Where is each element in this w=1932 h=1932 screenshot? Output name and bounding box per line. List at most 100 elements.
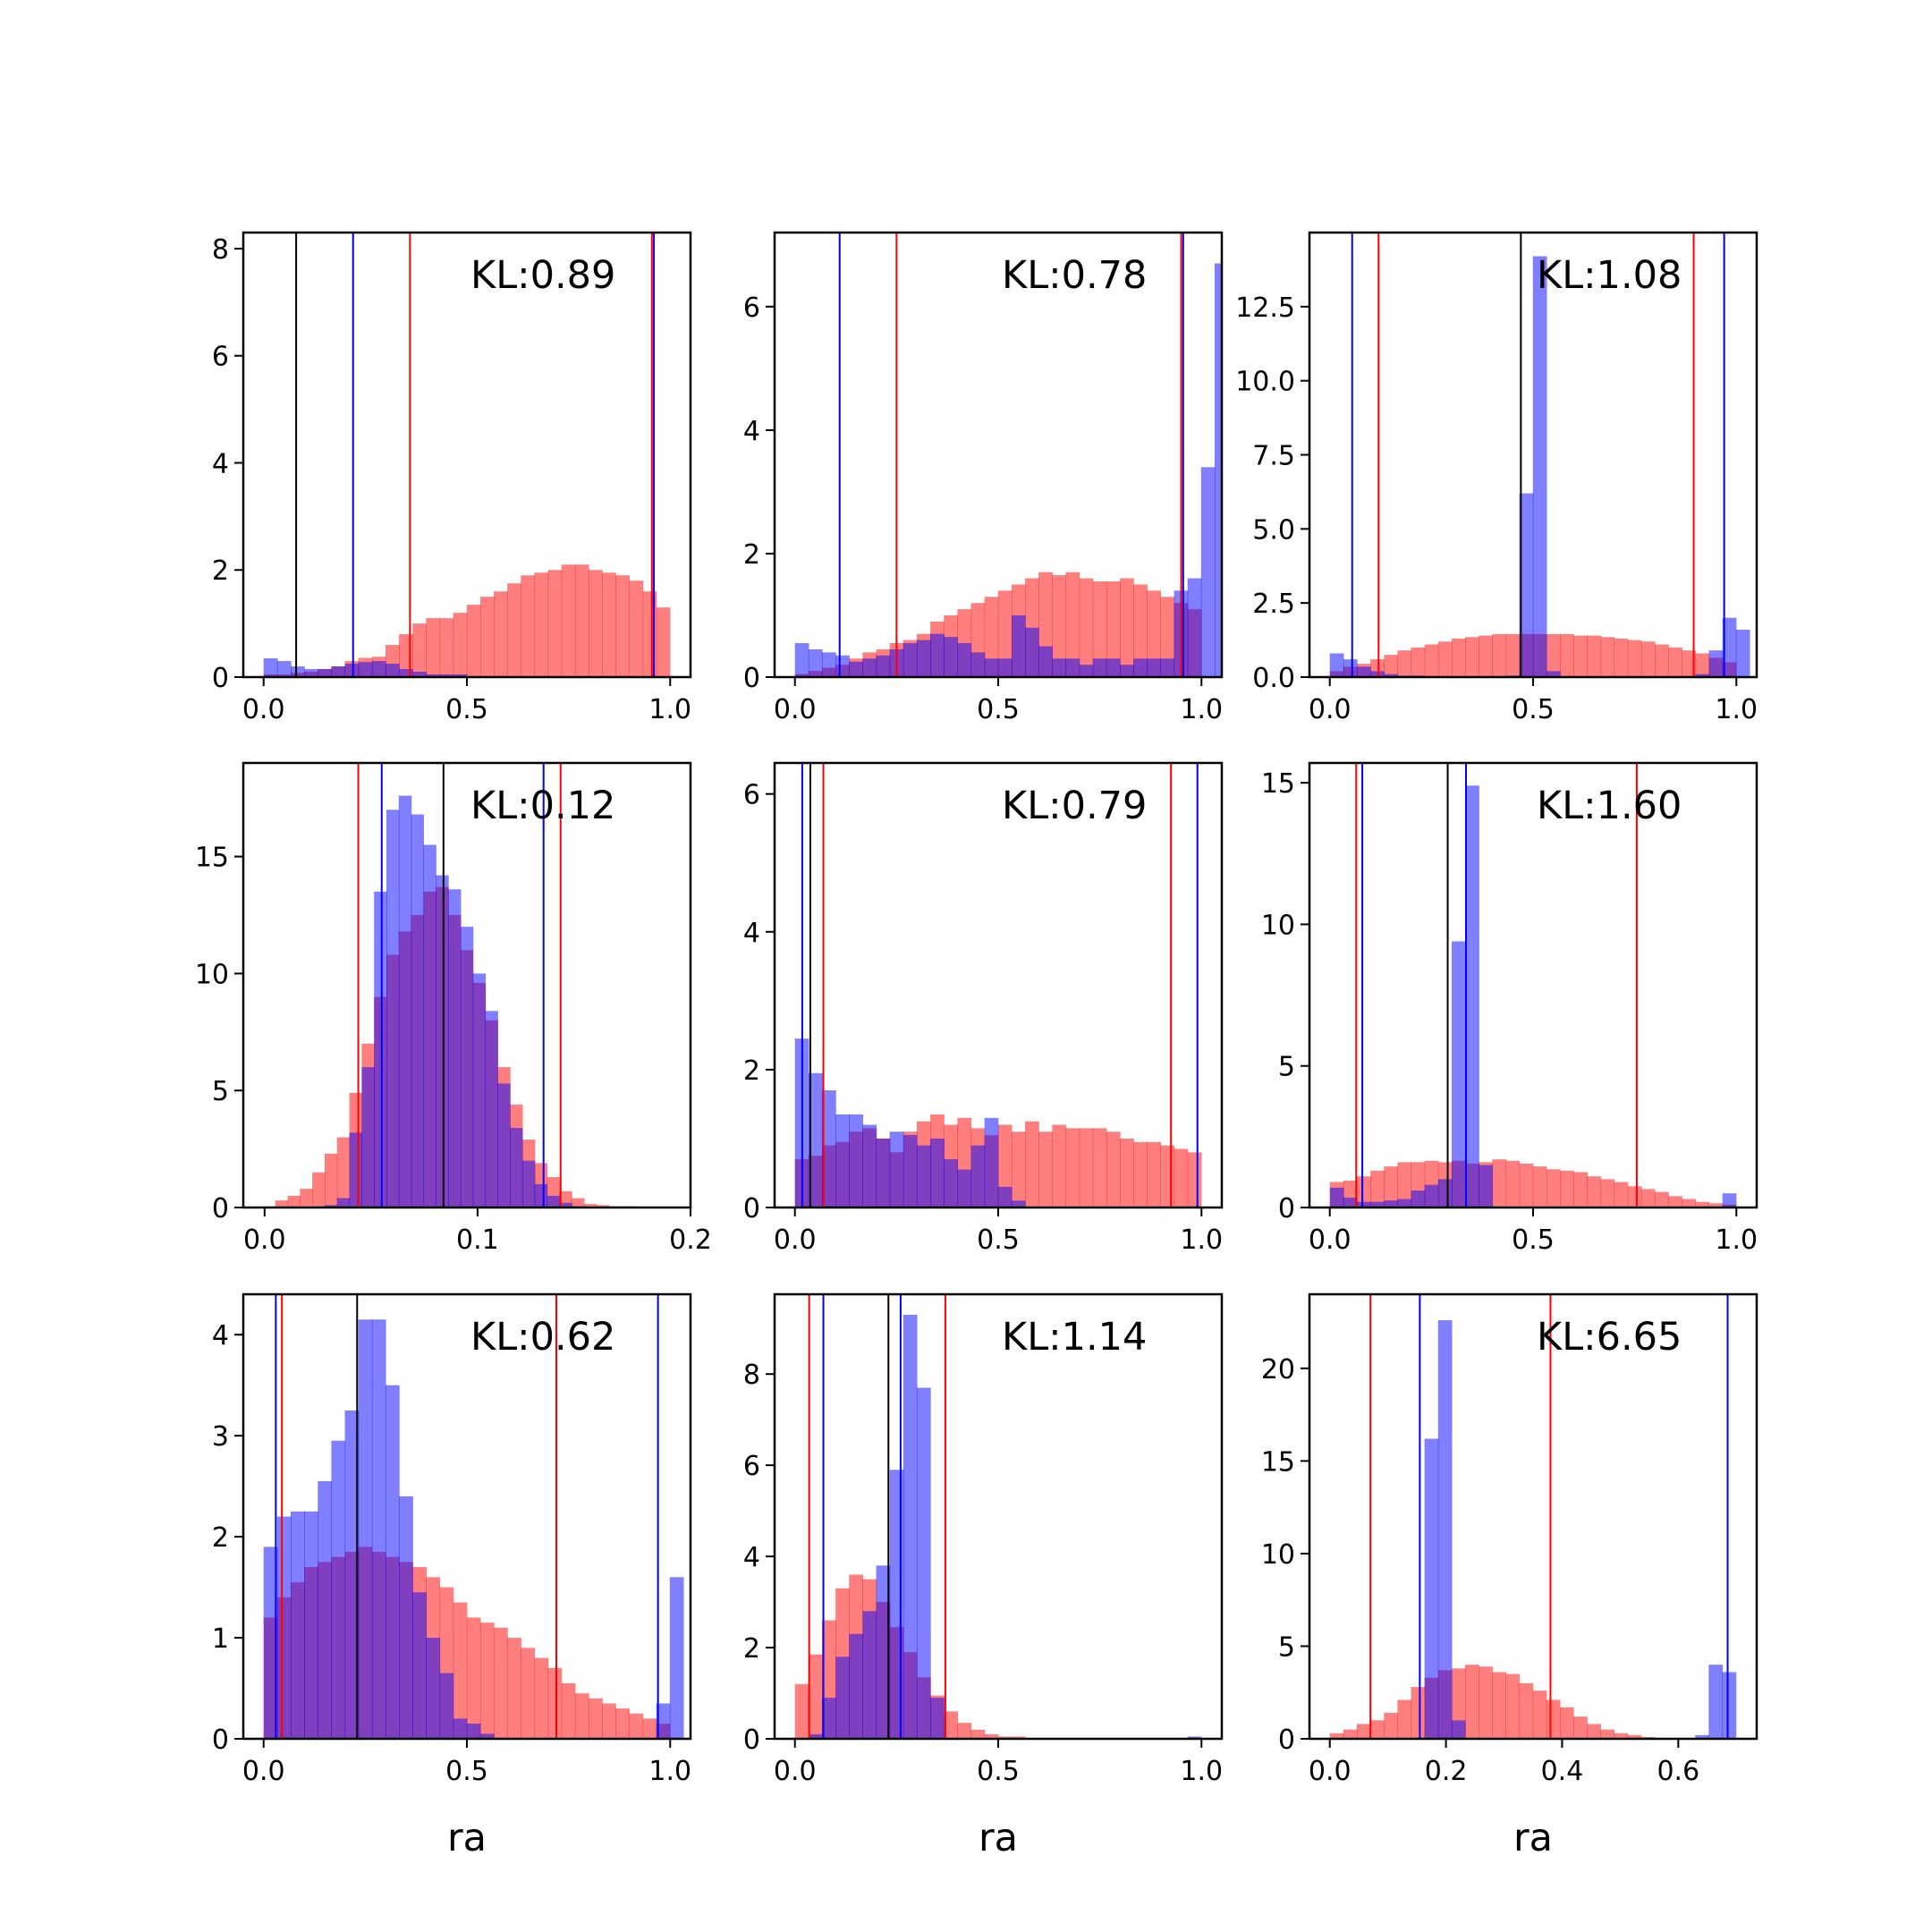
y-tick-label: 10.0: [1235, 367, 1295, 398]
y-tick-label: 5: [1278, 1631, 1295, 1663]
x-tick-label: 0.0: [242, 694, 285, 725]
y-tick-label: 6: [743, 780, 760, 811]
blue-histogram-bar: [371, 661, 386, 677]
blue-histogram-bar: [1722, 1672, 1737, 1739]
plot-area: [1329, 763, 1737, 1208]
y-tick-label: 2: [743, 1633, 760, 1665]
red-histogram-bar: [324, 1153, 338, 1208]
blue-histogram-bar: [1025, 627, 1039, 677]
red-histogram-bar: [1106, 581, 1121, 677]
blue-histogram-bar: [439, 674, 454, 677]
x-tick-label: 0.0: [774, 1756, 817, 1787]
kl-divergence-label: KL:0.62: [470, 1315, 615, 1360]
blue-histogram-bar: [1133, 658, 1148, 677]
blue-histogram-bar: [1011, 614, 1026, 677]
blue-histogram-bar: [822, 652, 836, 677]
blue-histogram-bar: [436, 875, 449, 1208]
x-tick-label: 0.5: [445, 1756, 488, 1787]
subplot-3: 0.0 0.5 1.0 0.0 2.5 5.0 7.5 10.0 12.5 KL:1.08: [1235, 231, 1758, 725]
blue-histogram-bar: [957, 643, 972, 677]
red-histogram-bar: [970, 1729, 986, 1739]
red-histogram-bar: [1384, 1713, 1398, 1739]
blue-histogram-bar: [822, 1698, 836, 1739]
red-histogram-bar: [521, 575, 536, 677]
red-histogram-bar: [1682, 1199, 1697, 1208]
x-tick-label: 0.5: [1512, 1224, 1555, 1256]
red-histogram-bar: [1079, 578, 1094, 677]
blue-histogram-bar: [997, 658, 1013, 677]
blue-histogram-bar: [1735, 629, 1750, 677]
red-histogram-bar: [1682, 650, 1697, 677]
x-tick-label: 0.0: [774, 694, 817, 725]
red-histogram-bar: [1600, 1729, 1615, 1739]
blue-histogram-bar: [930, 1698, 945, 1739]
red-histogram-bar: [615, 575, 631, 677]
blue-histogram-bar: [889, 1470, 904, 1739]
x-tick-label: 0.0: [242, 1756, 285, 1787]
blue-histogram-bar: [1160, 658, 1175, 677]
blue-histogram-bar: [411, 814, 425, 1208]
blue-histogram-bar: [386, 809, 400, 1208]
kl-divergence-label: KL:0.12: [470, 784, 615, 828]
red-histogram-bar: [1052, 1124, 1067, 1208]
x-axis-label: ra: [1513, 1816, 1553, 1860]
red-histogram-bar: [412, 623, 427, 677]
blue-histogram-bar: [559, 1202, 572, 1208]
subplot-5: 0.0 0.5 1.0 0 2 4 6 KL:0.79: [743, 761, 1608, 1256]
blue-histogram-bar: [913, 345, 928, 677]
blue-histogram-bar: [466, 1724, 481, 1739]
y-tick-label: 2: [743, 539, 760, 571]
blue-histogram-bar: [1722, 617, 1737, 677]
axes-frame: [242, 761, 692, 1209]
x-tick-label: 1.0: [1715, 1224, 1758, 1256]
red-histogram-bar: [1465, 637, 1479, 677]
blue-histogram-bar: [808, 1072, 823, 1208]
red-histogram-bar: [1133, 584, 1148, 677]
red-histogram-bar: [1560, 633, 1574, 677]
blue-histogram-bar: [1357, 666, 1371, 677]
red-histogram-bar: [1038, 1131, 1053, 1208]
red-histogram-bar: [794, 1683, 809, 1739]
blue-histogram-bar: [344, 664, 360, 677]
y-tick-label: 0: [212, 1193, 229, 1224]
kl-divergence-label: KL:0.89: [470, 253, 615, 298]
red-histogram-bar: [1106, 1131, 1121, 1208]
blue-histogram-bar: [902, 643, 918, 677]
y-tick-label: 0: [1278, 1193, 1295, 1224]
subplot-9: 0.0 0.2 0.4 0.6 0 5 10 15 20 KL:6.65 ra: [1261, 1292, 1758, 1860]
blue-histogram-bar: [1594, 987, 1608, 1208]
red-histogram-bar: [1370, 1720, 1385, 1739]
red-histogram-bar: [453, 1602, 468, 1739]
y-tick-label: 15: [195, 843, 229, 874]
red-histogram-bar: [1560, 1170, 1574, 1208]
red-histogram-bar: [1546, 1169, 1561, 1208]
red-histogram-bar: [1519, 1682, 1534, 1739]
y-tick-label: 20: [1261, 1354, 1295, 1385]
red-histogram-bar: [1655, 644, 1669, 677]
red-histogram-bar: [574, 1693, 589, 1739]
red-histogram-bar: [1640, 641, 1656, 677]
y-tick-label: 4: [743, 1542, 760, 1573]
red-histogram-bar: [1505, 1160, 1521, 1208]
red-histogram-bar: [1573, 1172, 1588, 1208]
subplot-6: 0.0 0.5 1.0 0 5 10 15 KL:1.60: [1261, 761, 1758, 1256]
red-histogram-bar: [1465, 1665, 1479, 1739]
red-histogram-bar: [1411, 1687, 1426, 1739]
red-histogram-bar: [547, 1667, 563, 1739]
red-histogram-bar: [1492, 1159, 1507, 1208]
red-histogram-bar: [1668, 647, 1682, 677]
red-histogram-bar: [453, 613, 468, 677]
blue-histogram-bar: [835, 1114, 850, 1208]
red-histogram-bar: [466, 1617, 481, 1739]
blue-histogram-bar: [1106, 658, 1121, 677]
red-histogram-bar: [479, 597, 495, 677]
red-histogram-bar: [561, 1682, 576, 1739]
red-histogram-bar: [439, 618, 454, 677]
blue-histogram-bar: [808, 648, 823, 677]
x-tick-label: 0.0: [774, 1224, 817, 1256]
blue-histogram-bar: [276, 1516, 292, 1739]
red-histogram-bar: [1052, 575, 1067, 677]
blue-histogram-bar: [902, 1314, 918, 1739]
subplot-2: 0.0 0.5 1.0 0 2 4 6 KL:0.78: [743, 231, 1224, 725]
